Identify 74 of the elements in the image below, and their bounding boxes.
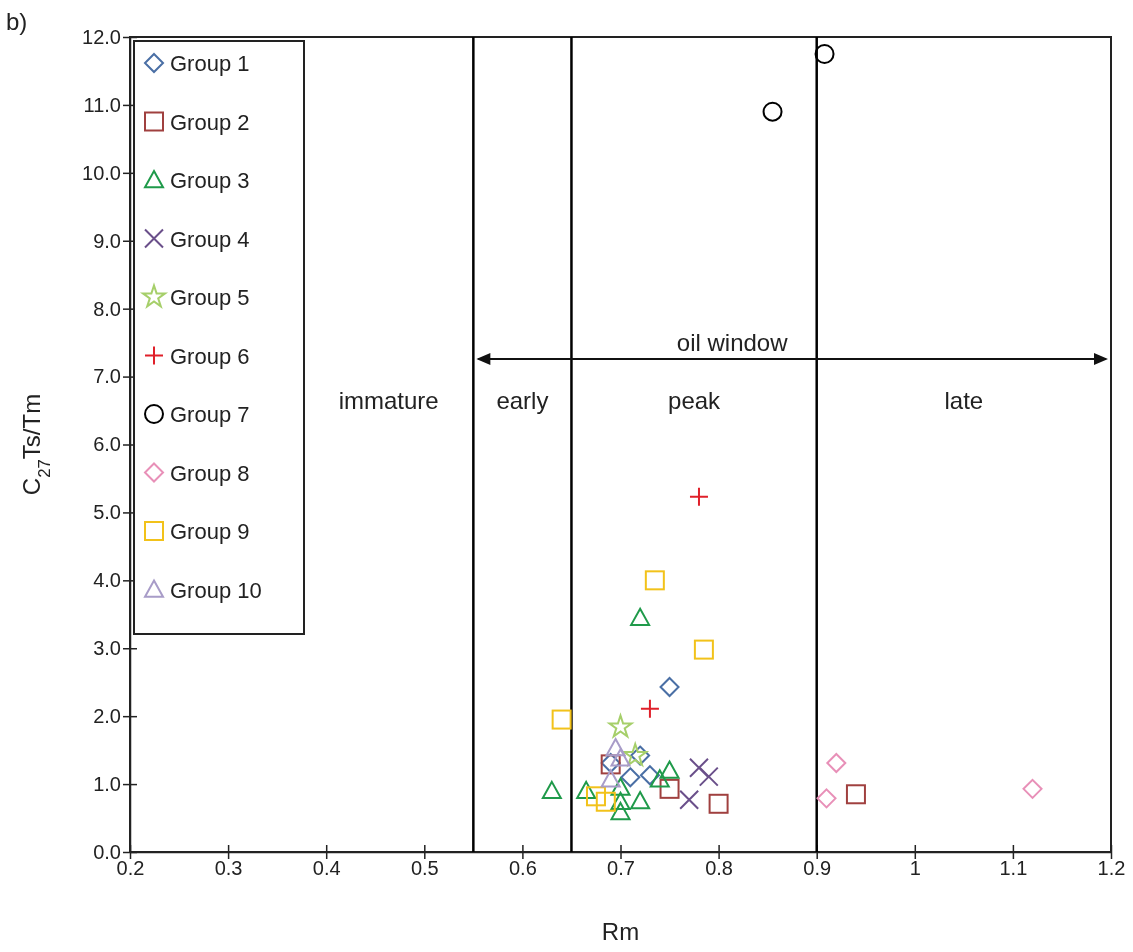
point [639,698,660,719]
point [630,607,651,626]
text: b) [6,8,28,35]
point [606,712,635,739]
point [623,743,648,766]
y-tick-label: 6.0 [93,433,121,456]
point [708,793,729,814]
x-tick-label: 0.9 [803,857,832,880]
point [620,767,641,788]
y-tick-label: 9.0 [93,229,121,252]
point [659,676,680,697]
point [1022,778,1043,799]
y-tick-label: 8.0 [93,297,121,320]
point [576,780,597,800]
x-tick-label: 0.8 [705,857,734,880]
y-tick-label: 2.0 [93,705,121,728]
point [551,709,572,730]
legend-label: Group 7 [170,402,250,427]
annotation: oil window [676,328,789,356]
point [659,778,680,799]
y-tick-label: 7.0 [93,365,121,388]
legend-label: Group 4 [170,226,250,252]
point [693,639,714,660]
point [845,784,866,805]
point [649,769,670,788]
x-tick-label: 0.6 [508,857,537,880]
point [644,570,665,591]
point [762,101,783,122]
point [679,789,700,810]
point [595,791,616,812]
point [688,486,709,507]
y-tick-label: 3.0 [93,637,121,660]
legend-label: Group 1 [170,51,250,76]
point [605,738,626,757]
y-tick-label: 4.0 [93,569,121,592]
x-tick-label: 0.7 [607,857,635,880]
y-tick-label: 11.0 [83,93,121,116]
point [541,780,562,800]
point [698,766,719,787]
point [659,760,680,779]
point [585,786,606,807]
y-tick-label: 5.0 [93,501,121,524]
annotation: early [496,386,549,414]
y-tick-label: 1.0 [93,772,121,795]
legend-label: Group 2 [170,109,250,135]
x-axis-title: Rm [601,918,640,945]
annotation: peak [668,386,722,414]
x-tick-label: 0.4 [312,857,341,880]
legend-label: Group 10 [170,577,262,603]
point [610,748,631,767]
y-tick-label: 12.0 [82,25,121,48]
point [816,788,837,809]
point [630,791,651,810]
legend-label: Group 5 [170,285,250,310]
annotation: immature [338,386,439,414]
point [814,43,835,64]
point [826,753,847,774]
x-tick-label: 1 [909,857,921,880]
y-tick-label: 10.0 [82,161,121,184]
x-tick-label: 0.5 [410,857,439,880]
legend-label: Group 6 [170,343,250,369]
point [688,757,709,778]
point [610,801,631,821]
point [610,791,631,810]
point [610,777,631,796]
x-tick-label: 0.3 [214,857,243,880]
point [639,765,660,786]
annotation: late [944,386,984,414]
x-tick-label: 1.1 [999,857,1028,880]
legend-label: Group 9 [170,519,250,544]
point [600,769,621,788]
legend-label: Group 3 [170,168,250,193]
x-tick-label: 1.2 [1097,857,1126,880]
legend-label: Group 8 [170,460,250,486]
